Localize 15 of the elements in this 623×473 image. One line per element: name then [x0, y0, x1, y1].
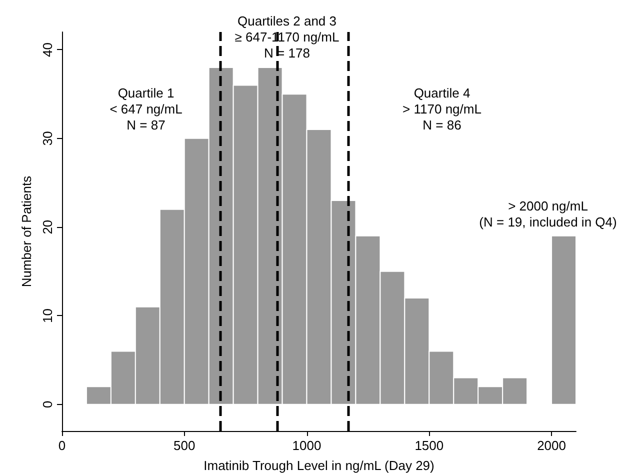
x-axis-title: Imatinib Trough Level in ng/mL (Day 29): [204, 458, 434, 473]
x-tick-label: 1000: [292, 438, 322, 453]
y-tick-label: 40: [40, 42, 55, 57]
x-tick-label: 2000: [537, 438, 566, 453]
x-tick-label: 0: [58, 438, 66, 453]
x-tick-label: 500: [174, 438, 196, 453]
annotation: Quartile 1 < 647 ng/mL N = 87: [110, 86, 182, 132]
y-tick-label: 10: [40, 308, 55, 323]
x-tick-label: 1500: [414, 438, 444, 453]
y-axis-title: Number of Patients: [19, 175, 34, 288]
y-tick-label: 20: [40, 220, 55, 234]
y-tick-label: 30: [40, 131, 55, 146]
y-tick-label: 0: [40, 400, 55, 408]
annotation: > 2000 ng/mL (N = 19, included in Q4): [479, 198, 617, 230]
annotation: Quartile 4 > 1170 ng/mL N = 86: [402, 86, 482, 132]
